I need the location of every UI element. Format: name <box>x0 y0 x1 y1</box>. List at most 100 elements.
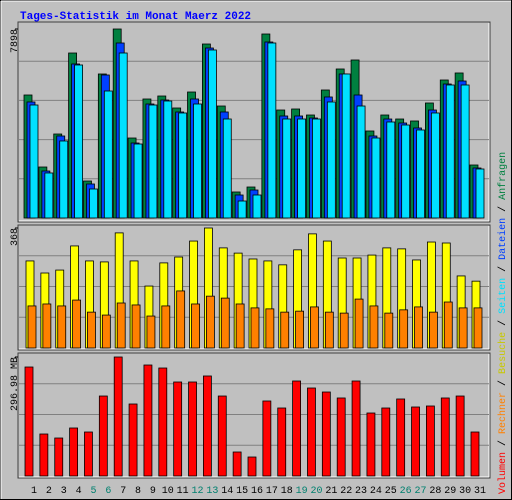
bar <box>341 73 351 219</box>
x-tick-label: 8 <box>135 486 141 497</box>
x-tick-label: 2 <box>46 486 52 497</box>
bar <box>475 168 485 219</box>
bar <box>235 303 245 349</box>
bar <box>133 143 143 219</box>
bar <box>59 140 69 219</box>
bar <box>401 124 411 219</box>
x-tick-label: 31 <box>474 486 486 497</box>
bar <box>428 311 438 349</box>
x-tick-label: 24 <box>370 486 382 497</box>
x-tick-label: 5 <box>90 486 96 497</box>
x-tick-label: 19 <box>296 486 308 497</box>
bar <box>470 431 480 477</box>
bar <box>371 137 381 219</box>
bar <box>24 366 34 477</box>
bar <box>84 431 93 477</box>
bar <box>356 105 366 219</box>
bar <box>458 307 468 349</box>
bar <box>128 403 138 477</box>
x-tick-label: 30 <box>459 486 471 497</box>
bar <box>72 299 81 349</box>
x-tick-label: 14 <box>221 486 233 497</box>
legend: Volumen / Rechner / Besuche / Seiten / D… <box>497 152 509 494</box>
legend-separator: / <box>497 434 509 452</box>
x-tick-label: 9 <box>150 486 156 497</box>
bar <box>292 380 302 477</box>
x-tick-label: 26 <box>400 486 412 497</box>
bar <box>217 395 227 477</box>
bar <box>473 307 483 349</box>
bar <box>237 200 247 219</box>
bar <box>310 306 319 349</box>
bar <box>54 437 64 477</box>
bar <box>87 311 96 349</box>
bar <box>455 395 465 477</box>
bar <box>339 312 349 349</box>
legend-separator: / <box>497 200 509 218</box>
bar <box>252 194 262 219</box>
x-tick-label: 7 <box>120 486 126 497</box>
bar <box>321 391 331 477</box>
bar <box>116 302 126 349</box>
x-tick-label: 6 <box>105 486 111 497</box>
y-tick-label: 368 <box>10 228 21 246</box>
bar <box>297 118 307 219</box>
x-tick-label: 10 <box>162 486 174 497</box>
x-tick-label: 4 <box>76 486 82 497</box>
bar <box>386 121 396 219</box>
x-tick-label: 15 <box>236 486 248 497</box>
x-tick-label: 27 <box>415 486 427 497</box>
bar <box>118 52 128 219</box>
legend-entry: Rechner <box>497 392 509 434</box>
x-tick-label: 29 <box>444 486 456 497</box>
bar <box>277 407 287 477</box>
bar <box>282 118 292 219</box>
bar <box>265 308 275 349</box>
bar <box>295 310 305 349</box>
bar <box>220 297 230 349</box>
legend-entry: Besuche <box>497 332 509 374</box>
bar <box>74 64 83 219</box>
x-tick-label: 1 <box>31 486 37 497</box>
bar <box>163 100 173 219</box>
bar <box>173 381 183 477</box>
bar <box>98 395 108 477</box>
bar <box>29 104 39 219</box>
bar <box>384 312 394 349</box>
x-tick-label: 18 <box>281 486 293 497</box>
bar <box>207 49 217 219</box>
bar <box>191 303 200 349</box>
bar <box>57 305 67 349</box>
bar <box>267 42 277 219</box>
bar <box>445 84 455 219</box>
legend-entry: Volumen <box>497 452 509 494</box>
legend-separator: / <box>497 314 509 332</box>
bar <box>39 433 49 477</box>
x-tick-label: 11 <box>177 486 189 497</box>
bar <box>222 118 232 219</box>
bar <box>280 311 290 349</box>
bar <box>307 387 316 477</box>
bar <box>312 118 321 219</box>
bar <box>262 400 272 477</box>
bar <box>205 295 215 349</box>
legend-entry: Dateien <box>497 218 509 260</box>
bar <box>425 405 435 477</box>
bar <box>158 367 168 477</box>
bar <box>131 304 141 349</box>
x-tick-label: 20 <box>310 486 322 497</box>
bar <box>250 307 260 349</box>
x-tick-label: 25 <box>385 486 397 497</box>
bar <box>178 112 188 219</box>
x-tick-label: 16 <box>251 486 263 497</box>
x-tick-label: 3 <box>61 486 67 497</box>
x-tick-label: 12 <box>192 486 204 497</box>
bar <box>381 407 391 477</box>
x-tick-label: 23 <box>355 486 367 497</box>
bar <box>416 129 425 219</box>
bar <box>369 305 379 349</box>
y-tick-label: 7898 <box>10 29 21 53</box>
bar <box>411 406 420 477</box>
